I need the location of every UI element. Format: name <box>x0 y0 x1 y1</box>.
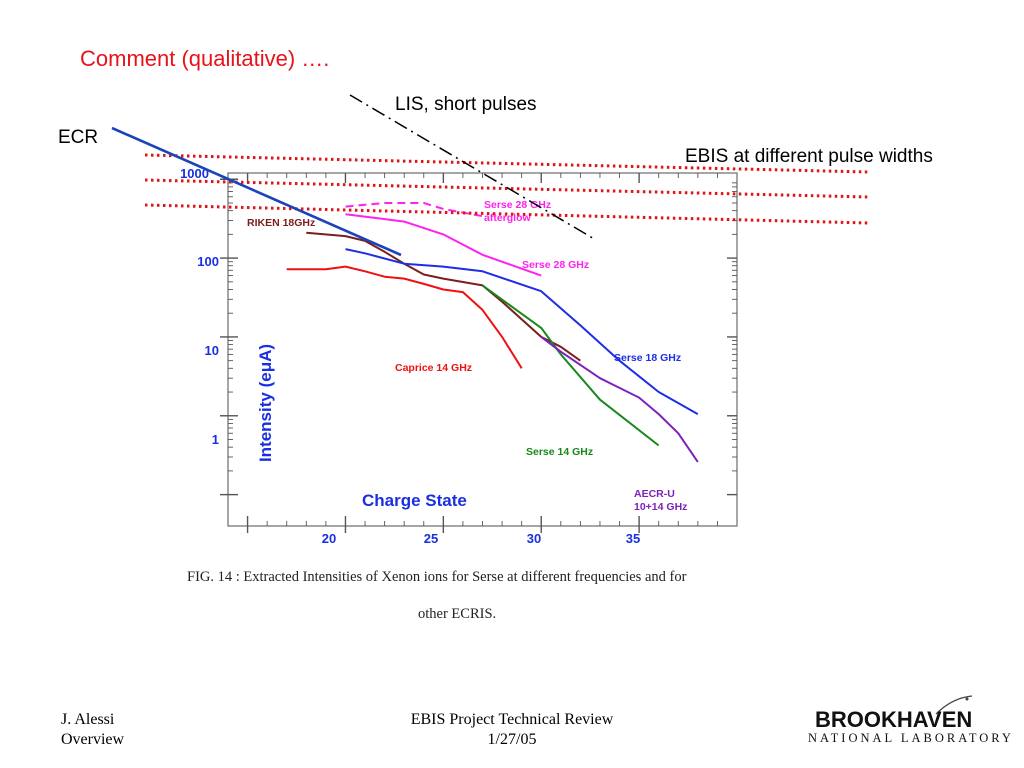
footer-event: EBIS Project Technical Review <box>410 711 614 728</box>
ebis-annotation: EBIS at different pulse widths <box>685 146 933 167</box>
series-line-riken-18ghz <box>306 231 581 362</box>
ebis-line <box>144 178 869 199</box>
footer-center: EBIS Project Technical Review 1/27/05 <box>372 710 652 750</box>
series-label-serse14: Serse 14 GHz <box>526 446 593 458</box>
series-label-aecru: AECR-U <box>634 488 675 500</box>
y-tick-label: 1000 <box>180 166 209 181</box>
x-axis-title: Charge State <box>362 491 467 510</box>
lis-line <box>349 94 597 241</box>
series-line-serse-14-ghz <box>481 284 660 447</box>
x-tick-label: 25 <box>424 531 438 546</box>
footer-section: Overview <box>61 731 125 748</box>
y-tick-label: 10 <box>205 343 219 358</box>
logo-subtitle: NATIONAL LABORATORY <box>808 731 1014 745</box>
series-line-serse-18-ghz <box>345 248 699 415</box>
ecr-line <box>111 126 402 257</box>
x-tick-label: 20 <box>322 531 336 546</box>
ebis-line <box>144 203 869 225</box>
ebis-dotted-lines <box>144 153 869 225</box>
series-label-serse18: Serse 18 GHz <box>614 352 681 364</box>
footer-left: J. Alessi Overview <box>61 710 124 750</box>
series-label-serse28: Serse 28 GHz <box>522 259 589 271</box>
x-axis-ticks <box>246 173 718 533</box>
y-axis-title: Intensity (eμA) <box>256 344 275 462</box>
figure-caption-line2: other ECRIS. <box>418 606 497 622</box>
series-lines <box>286 202 699 463</box>
series-line-serse-28-ghz <box>345 213 542 277</box>
series-label-caprice14: Caprice 14 GHz <box>395 362 472 374</box>
footer-date: 1/27/05 <box>487 731 537 748</box>
logo-name: BROOKHAVEN <box>815 707 973 732</box>
series-label-serse28-afterglow: Serse 28 GHz <box>484 199 551 211</box>
slide-title: Comment (qualitative) …. <box>80 46 330 71</box>
brookhaven-logo: BROOKHAVEN NATIONAL LABORATORY <box>806 695 1011 762</box>
y-tick-label: 1 <box>212 432 219 447</box>
x-tick-label: 30 <box>527 531 541 546</box>
logo-swoosh-icon <box>935 695 973 715</box>
lis-annotation: LIS, short pulses <box>395 94 537 115</box>
ebis-line <box>144 153 869 174</box>
y-tick-label: 100 <box>197 254 219 269</box>
series-label-riken: RIKEN 18GHz <box>247 217 315 229</box>
x-tick-label: 35 <box>626 531 640 546</box>
series-line-caprice-14-ghz <box>286 265 523 369</box>
ecr-annotation: ECR <box>58 127 99 148</box>
figure-caption-line1: FIG. 14 : Extracted Intensities of Xenon… <box>187 569 687 585</box>
series-line-serse-28-ghz-afterglow <box>345 202 483 218</box>
series-label-aecru-freq: 10+14 GHz <box>634 501 687 513</box>
series-line-aecr-u-10-14-ghz <box>540 336 699 463</box>
series-label-afterglow: afterglow <box>484 212 532 224</box>
y-axis-ticks <box>220 178 737 496</box>
footer-author: J. Alessi <box>61 711 115 728</box>
